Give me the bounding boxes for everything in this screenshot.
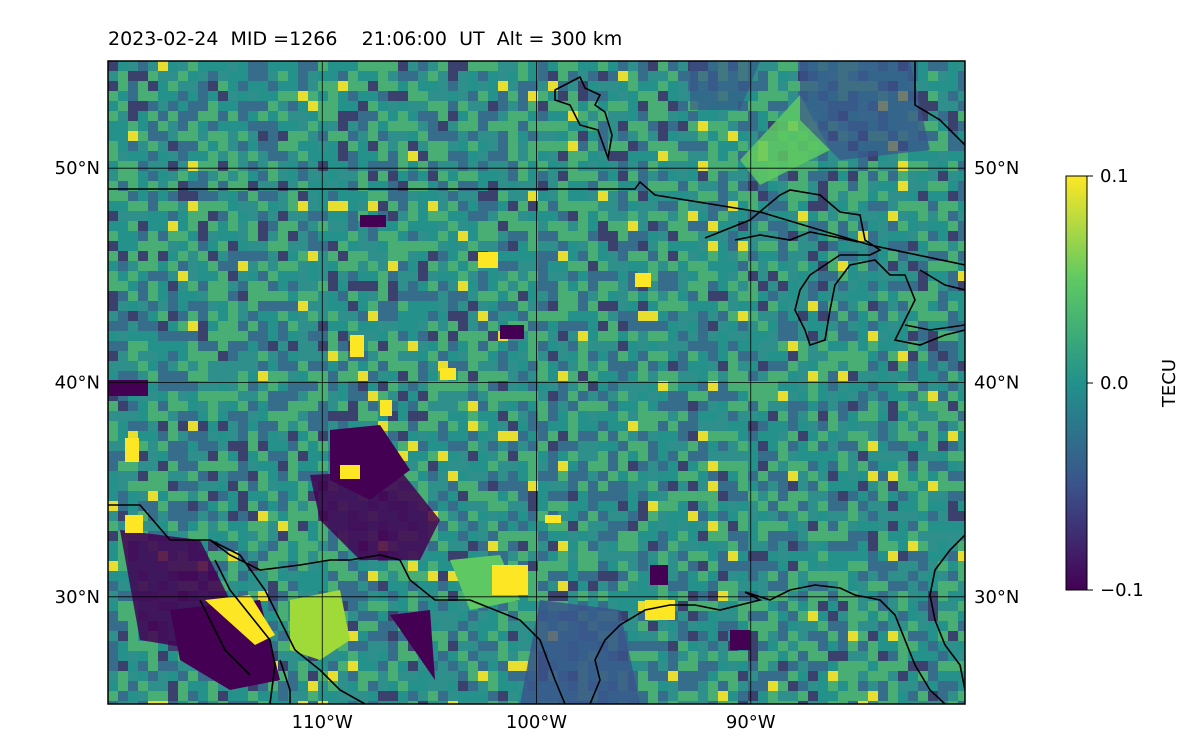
lat-tick-labels: 50°N 50°N 40°N 40°N 30°N 30°N	[55, 158, 1020, 608]
tec-field	[108, 61, 965, 704]
colorbar-tick-label: −0.1	[1100, 580, 1144, 601]
coastlines	[108, 61, 965, 704]
title-ut: UT	[459, 28, 485, 50]
colorbar-tick-label: 0.1	[1100, 166, 1129, 187]
lat-tick-label-right: 50°N	[974, 158, 1019, 179]
map-title: 2023-02-24 MID =1266 21:06:00 UT Alt = 3…	[108, 28, 622, 50]
gridlines	[108, 61, 965, 704]
colorbar-tick-label: 0.0	[1100, 373, 1129, 394]
map-frame	[107, 60, 966, 705]
lon-tick-label: 90°W	[726, 712, 776, 733]
title-mid: MID =1266	[230, 28, 338, 50]
colorbar-ticks: 0.1 0.0 −0.1	[1087, 166, 1144, 601]
lon-tick-label: 100°W	[506, 712, 567, 733]
lat-tick-label-left: 50°N	[55, 158, 100, 179]
tec-patches	[108, 61, 930, 704]
title-time: 21:06:00	[361, 28, 447, 50]
lat-tick-label-left: 40°N	[55, 373, 100, 394]
lon-tick-labels: 110°W 100°W 90°W	[292, 712, 776, 733]
lon-tick-label: 110°W	[292, 712, 353, 733]
lat-tick-label-right: 30°N	[974, 587, 1019, 608]
lat-tick-label-right: 40°N	[974, 373, 1019, 394]
title-alt: Alt = 300 km	[496, 28, 623, 50]
lat-tick-label-left: 30°N	[55, 587, 100, 608]
title-date: 2023-02-24	[108, 28, 219, 50]
colorbar-gradient	[1065, 175, 1088, 591]
colorbar: 0.1 0.0 −0.1 TECU	[1065, 166, 1180, 601]
colorbar-label: TECU	[1159, 359, 1180, 408]
